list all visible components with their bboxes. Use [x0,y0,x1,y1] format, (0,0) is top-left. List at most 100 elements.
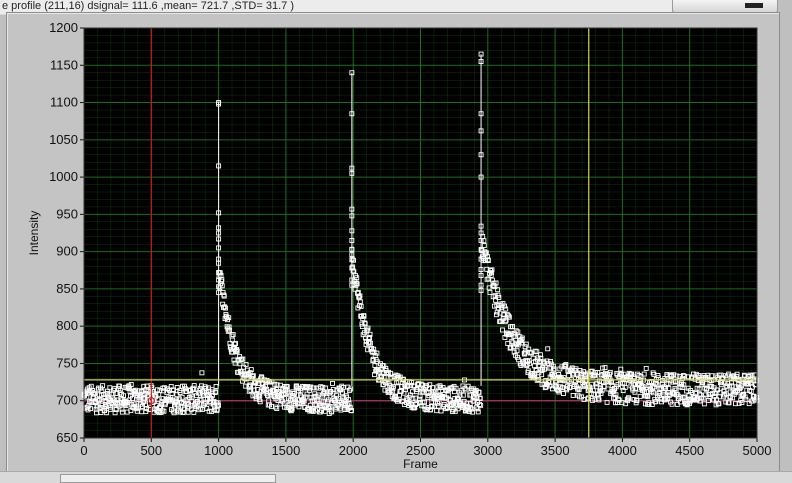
data-point [556,372,562,377]
red-cursor-point[interactable] [147,397,155,405]
data-point [754,395,759,400]
data-point [221,293,227,299]
data-point [349,70,355,76]
data-point [336,395,341,401]
data-point [100,383,106,389]
data-point [644,392,650,398]
data-point [390,384,396,390]
data-point [248,367,254,373]
data-point [605,386,611,392]
data-point [478,267,484,272]
data-point [349,265,355,271]
horizontal-scrollbar[interactable] [0,471,792,483]
data-point [641,371,647,377]
data-point [215,400,221,406]
y-tick-label: 800 [56,318,78,333]
data-point [663,386,669,392]
data-point [94,404,100,410]
data-point [474,395,480,400]
data-point [478,256,484,262]
data-point [308,395,314,401]
data-point [510,324,516,330]
y-tick-label: 850 [56,281,78,296]
data-point [347,405,353,411]
data-point [161,408,167,414]
data-point [349,228,355,234]
data-point [354,275,360,281]
data-point [626,396,632,402]
data-point [202,401,208,406]
data-point [523,341,529,347]
data-point [475,409,481,415]
data-point [216,210,222,216]
data-point [160,396,166,402]
data-point [509,338,515,344]
data-point [507,345,513,351]
y-tick-label: 1100 [50,95,78,110]
data-point [340,390,346,396]
data-point [362,321,368,327]
data-point [489,267,495,273]
data-point [216,256,222,262]
data-point [216,101,222,107]
data-point [502,319,508,325]
data-point [489,270,495,276]
data-point [601,383,607,389]
data-point [346,397,352,403]
data-point [478,59,484,64]
data-point [547,383,553,389]
data-point [686,374,692,380]
data-point [478,287,484,293]
data-point [285,389,291,395]
data-point [188,392,194,398]
data-point [274,406,280,411]
data-point [478,402,484,408]
data-point [545,346,551,352]
data-point [534,349,540,355]
data-point [607,369,613,375]
data-point [325,397,331,403]
data-point [384,370,390,376]
data-point [475,406,481,412]
data-point [237,361,243,367]
data-point [653,399,659,405]
data-point [104,410,110,416]
data-point [478,238,484,243]
data-point [182,383,187,389]
plot-border [83,27,758,439]
data-point [300,399,306,405]
x-tick-label: 3500 [541,443,570,458]
data-point [349,252,355,258]
data-point [511,349,517,355]
data-point [615,396,621,402]
data-point [232,341,238,347]
data-point [739,400,745,405]
data-point [645,394,651,400]
data-point [349,407,354,413]
data-point [92,391,97,397]
data-point [445,392,451,398]
data-point [622,384,628,390]
data-point [209,392,215,398]
x-tick-label: 5000 [743,443,772,458]
y-tick-label: 650 [56,430,78,445]
data-point [114,391,120,396]
data-point [216,290,222,296]
data-point [716,401,722,407]
x-tick-label: 500 [140,443,162,458]
data-point [496,295,502,300]
data-point [367,340,373,346]
data-point [548,358,553,364]
data-point [512,333,518,339]
data-point [320,384,326,390]
data-point [539,372,545,378]
x-tick-label: 2000 [339,443,368,458]
data-point [681,382,687,388]
y-tick-label: 900 [56,244,78,259]
data-point [219,277,225,283]
data-point [470,409,476,415]
cursors [84,28,757,438]
data-point [604,399,610,405]
data-point [527,360,532,366]
